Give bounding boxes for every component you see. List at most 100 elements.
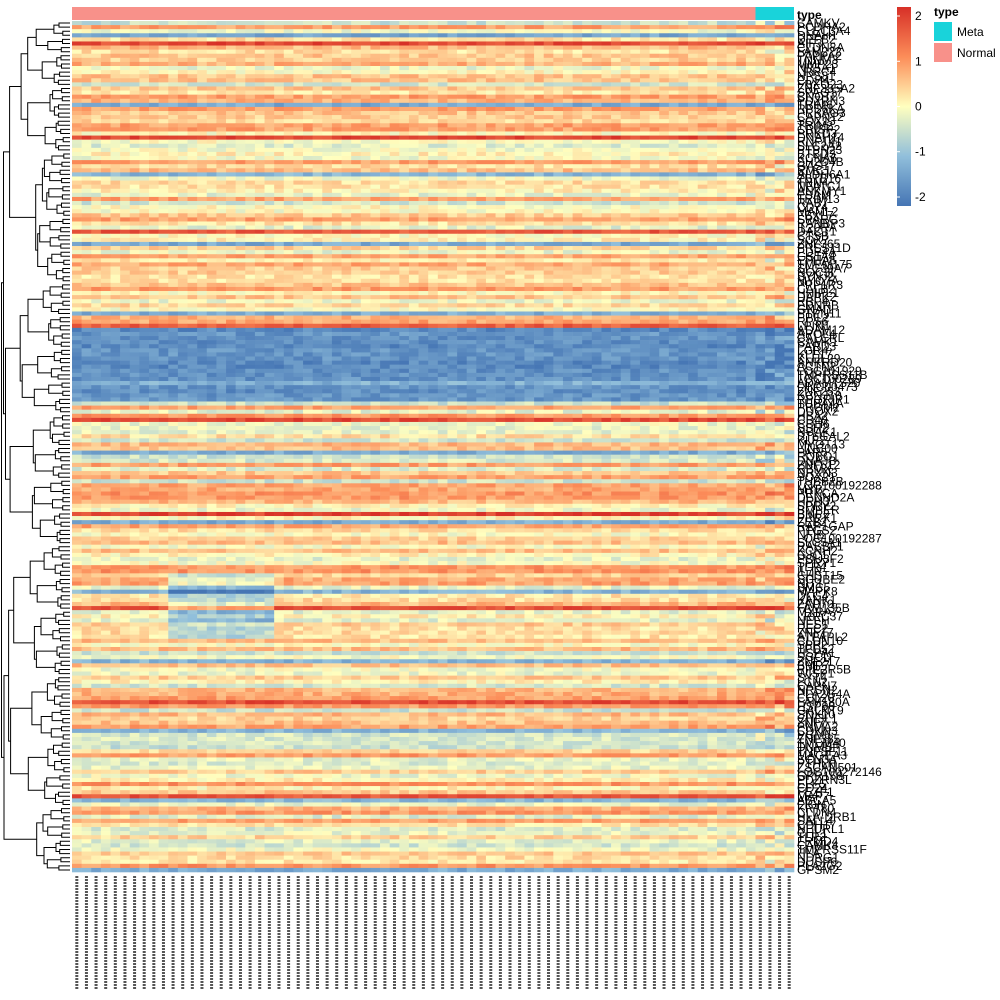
heatmap-cell [399, 103, 409, 107]
heatmap-cell [650, 50, 660, 54]
heatmap-cell [486, 66, 496, 70]
heatmap-cell [380, 78, 390, 82]
heatmap-cell [361, 275, 371, 279]
heatmap-cell [130, 136, 140, 140]
heatmap-cell [447, 226, 457, 230]
heatmap-cell [592, 50, 602, 54]
heatmap-cell [149, 99, 159, 103]
heatmap-cell [755, 189, 765, 193]
heatmap-cell [303, 91, 313, 95]
heatmap-cell [544, 242, 554, 246]
heatmap-cell [265, 66, 275, 70]
heatmap-cell [293, 156, 303, 160]
heatmap-cell [476, 279, 486, 283]
heatmap-cell [573, 107, 583, 111]
heatmap-cell [669, 246, 679, 250]
heatmap-cell [130, 103, 140, 107]
heatmap-cell [496, 213, 506, 217]
dendrogram-branch [63, 277, 70, 281]
heatmap-cell [707, 123, 717, 127]
heatmap-cell [197, 156, 207, 160]
heatmap-cell [640, 279, 650, 283]
heatmap-cell [168, 254, 178, 258]
heatmap-cell [717, 258, 727, 262]
heatmap-cell [659, 181, 669, 185]
heatmap-cell [486, 258, 496, 262]
heatmap-cell [101, 209, 111, 213]
heatmap-cell [736, 246, 746, 250]
dendrogram-branch [53, 500, 63, 508]
heatmap-cell [188, 205, 198, 209]
heatmap-cell [419, 213, 429, 217]
heatmap-cell [486, 176, 496, 180]
heatmap-cell [784, 25, 794, 29]
dendrogram-branch [32, 496, 40, 529]
heatmap-cell [207, 33, 217, 37]
heatmap-cell [149, 123, 159, 127]
heatmap-cell [688, 197, 698, 201]
heatmap-cell [582, 246, 592, 250]
heatmap-cell [207, 209, 217, 213]
heatmap-cell [361, 250, 371, 254]
heatmap-cell [91, 74, 101, 78]
heatmap-cell [524, 234, 534, 238]
heatmap-cell [255, 262, 265, 266]
heatmap-cell [563, 279, 573, 283]
heatmap-cell [255, 41, 265, 45]
heatmap-cell [245, 197, 255, 201]
heatmap-cell [496, 21, 506, 25]
dendrogram-branch [62, 179, 70, 183]
heatmap-cell [82, 25, 92, 29]
heatmap-cell [197, 33, 207, 37]
heatmap-cell [755, 234, 765, 238]
heatmap-cell [727, 238, 737, 242]
heatmap-cell [727, 168, 737, 172]
heatmap-cell [621, 74, 631, 78]
heatmap-cell [486, 185, 496, 189]
heatmap-cell [438, 234, 448, 238]
heatmap-cell [515, 152, 525, 156]
heatmap-cell [72, 181, 82, 185]
heatmap-cell [370, 144, 380, 148]
heatmap-cell [457, 238, 467, 242]
heatmap-cell [717, 271, 727, 275]
heatmap-cell [274, 271, 284, 275]
heatmap-cell [226, 144, 236, 148]
heatmap-cell [428, 107, 438, 111]
heatmap-cell [293, 217, 303, 221]
heatmap-cell [419, 217, 429, 221]
heatmap-cell [188, 250, 198, 254]
heatmap-cell [640, 168, 650, 172]
heatmap-cell [342, 131, 352, 135]
heatmap-cell [544, 21, 554, 25]
heatmap-cell [342, 226, 352, 230]
heatmap-cell [640, 82, 650, 86]
heatmap-cell [688, 164, 698, 168]
heatmap-cell [409, 242, 419, 246]
heatmap-cell [428, 193, 438, 197]
heatmap-cell [775, 140, 785, 144]
heatmap-cell [447, 62, 457, 66]
heatmap-cell [216, 25, 226, 29]
heatmap-cell [534, 254, 544, 258]
heatmap-cell [601, 230, 611, 234]
heatmap-cell [293, 99, 303, 103]
heatmap-cell [688, 258, 698, 262]
heatmap-cell [621, 262, 631, 266]
heatmap-cell [707, 226, 717, 230]
heatmap-cell [447, 217, 457, 221]
heatmap-cell [611, 46, 621, 50]
heatmap-cell [226, 226, 236, 230]
heatmap-cell [111, 95, 121, 99]
heatmap-cell [553, 254, 563, 258]
heatmap-cell [130, 41, 140, 45]
heatmap-cell [332, 70, 342, 74]
heatmap-cell [265, 152, 275, 156]
heatmap-cell [659, 29, 669, 33]
dendrogram-branch [61, 56, 70, 60]
heatmap-cell [736, 176, 746, 180]
heatmap-cell [265, 123, 275, 127]
heatmap-cell [111, 99, 121, 103]
heatmap-cell [236, 91, 246, 95]
heatmap-cell [784, 193, 794, 197]
